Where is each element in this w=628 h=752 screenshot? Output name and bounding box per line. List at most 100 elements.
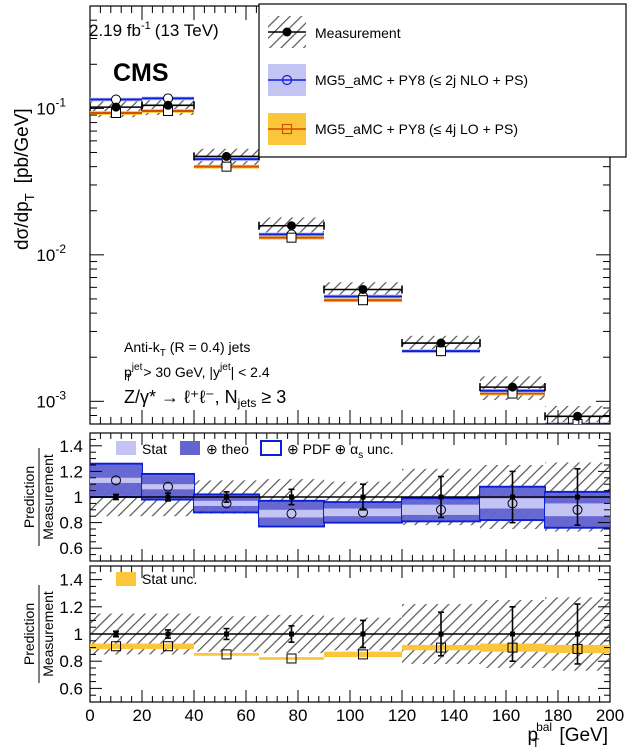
ratio-lo-y-title: Prediction Measurement [21,585,56,683]
measurement-marker [508,382,517,392]
axes-content: 10-3 10-2 10-1 0.6 0.8 1 1.2 1.4 0.6 0.8 1 1.2 1.4 0 2… [36,5,624,725]
main-y-tick-label: 10-1 [36,95,66,118]
lo-ratio-area [90,597,610,671]
x-tick-label: 80 [289,706,308,725]
measurement-marker [360,494,366,500]
lo-stat-band [142,643,194,649]
ratio-lo-y-title-top: Prediction [21,603,37,665]
legend-nlo-marker [281,74,293,86]
legend-stat-label: Stat [142,441,167,457]
nlo-stat-band [142,484,194,490]
nlo-ratio-y-tick-label: 1.2 [59,462,83,481]
legend-lo-label: MG5_aMC + PY8 (≤ 4j LO + PS) [315,121,518,137]
lo-ratio-y-tick-label: 0.8 [59,652,83,671]
nlo-ratio-y-tick-label: 0.6 [59,539,83,558]
lo-stat-band [324,651,402,658]
measurement-marker [287,221,296,231]
legend-measurement-label: Measurement [315,25,401,41]
lo-marker [572,419,583,424]
measurement-marker [510,631,515,637]
lo-stat-band [259,657,324,660]
lo-marker [221,161,232,172]
selection-annotation: Anti-kT (R = 0.4) jets pjet T > 30 GeV, |… [124,339,286,410]
lo-ratio-y-tick-label: 1.4 [59,571,83,590]
measurement-marker [289,494,294,500]
measurement-marker [224,631,229,637]
ratio-nlo-y-title-bottom: Measurement [40,454,56,540]
lo-ratio-marker [221,649,232,660]
measurement-marker [575,494,580,500]
main-y-tick-label: 10-3 [36,388,66,411]
x-tick-label: 20 [133,706,152,725]
measurement-marker [163,100,173,110]
x-tick-label: 160 [492,706,520,725]
annotation-jets: Anti-kT (R = 0.4) jets [124,339,250,359]
plot-content [90,93,610,671]
measurement-marker [113,494,119,500]
measurement-marker [436,338,446,348]
nlo-ratio-y-tick-label: 1.4 [59,437,83,456]
annotation-cuts: pjet T > 30 GeV, |yjet| < 2.4 [124,362,270,384]
lo-ratio-y-tick-label: 1 [74,625,83,644]
x-tick-label: 120 [388,706,416,725]
measurement-marker [358,284,368,294]
lo-ratio-marker [111,641,121,652]
lo-ratio-y-tick-label: 1.2 [59,598,83,617]
ratio-nlo-legend: Stat ⊕ theo ⊕ PDF ⊕ αs unc. [116,440,394,461]
luminosity-label: 2.19 fb-1 (13 TeV) [89,20,219,40]
nlo-ratio-y-tick-label: 1 [74,488,83,507]
nlo-ratio-y-tick-label: 0.8 [59,514,83,533]
legend-box [258,3,627,158]
lo-ratio-marker [436,642,446,653]
legend-pdf-label: ⊕ PDF ⊕ αs unc. [287,441,394,461]
annotation-process: Z/γ* → ℓ⁺ℓ⁻, Njets ≥ 3 [124,387,286,410]
nlo-ratio-marker [507,498,518,509]
nlo-ratio-marker [163,481,173,492]
legend: Measurement MG5_aMC + PY8 (≤ 2j NLO + PS… [258,3,627,158]
nlo-ratio-marker [572,504,583,515]
measurement-marker [510,494,515,500]
legend-theo-swatch [180,441,200,455]
legend-lo-marker [281,123,293,135]
legend-nlo-label: MG5_aMC + PY8 (≤ 2j NLO + PS) [315,72,528,88]
nlo-ratio-marker [111,475,121,486]
x-tick-label: 0 [85,706,94,725]
nlo-ratio-marker [436,504,446,515]
x-tick-label: 200 [596,706,624,725]
measurement-marker [165,494,171,500]
legend-lo-stat-label: Stat unc. [142,571,197,587]
legend-pdf-swatch [260,440,282,456]
measurement-marker [438,494,444,500]
nlo-ratio-marker [358,507,368,518]
measurement-marker [224,494,229,500]
ratio-lo-y-title-bottom: Measurement [40,591,56,677]
nlo-ratio-area [90,462,610,532]
nlo-stat-band [90,477,142,483]
ratio-nlo-y-title: Prediction Measurement [21,448,56,546]
measurement-marker [289,631,294,637]
lo-marker [436,346,446,357]
legend-theo-label: ⊕ theo [206,441,249,457]
lo-marker [286,232,297,243]
lo-ratio-marker [358,649,368,660]
x-tick-label: 180 [544,706,572,725]
lo-marker [358,295,368,306]
lo-stat-band [90,643,142,649]
measurement-marker [438,631,444,637]
nlo-stat-band [259,509,324,518]
measurement-marker [360,631,366,637]
x-tick-label: 60 [237,706,256,725]
experiment-label: CMS [113,59,169,87]
nlo-ratio-marker [221,498,232,509]
x-tick-label: 140 [440,706,468,725]
x-tick-label: 100 [336,706,364,725]
measurement-marker [573,411,582,421]
nlo-stat-band [194,500,259,506]
main-y-tick-label: 10-2 [36,242,66,265]
legend-measurement-marker [282,27,292,37]
measurement-marker [165,631,171,637]
lo-ratio-marker [163,641,173,652]
main-y-axis-title: dσ/dpT[pb/GeV] [12,108,37,250]
legend-stat-swatch [116,441,136,455]
